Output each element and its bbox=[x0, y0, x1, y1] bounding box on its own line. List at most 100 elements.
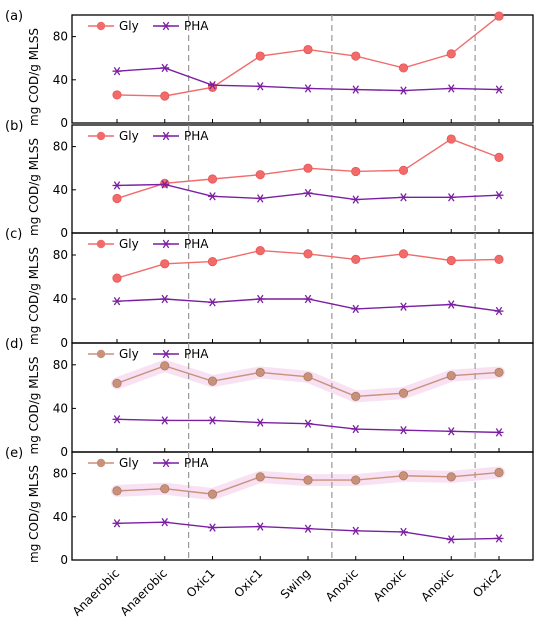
y-tick-label: 80 bbox=[53, 30, 68, 44]
asterisk-stroke bbox=[304, 188, 312, 198]
data-point-pha bbox=[303, 419, 313, 428]
asterisk-stroke bbox=[352, 85, 359, 94]
asterisk-stroke bbox=[400, 86, 407, 95]
asterisk-stroke bbox=[209, 416, 216, 425]
data-point-pha bbox=[351, 526, 361, 536]
plot-frame bbox=[71, 124, 534, 234]
asterisk-stroke bbox=[161, 518, 168, 527]
data-point-gly bbox=[207, 489, 218, 499]
data-point-pha bbox=[446, 427, 456, 436]
panel-label: (d) bbox=[5, 337, 23, 352]
legend-marker bbox=[96, 131, 106, 141]
data-point-pha bbox=[112, 415, 122, 424]
legend-marker bbox=[96, 349, 106, 359]
data-point-pha bbox=[399, 527, 408, 537]
legend-marker bbox=[162, 458, 170, 468]
asterisk-stroke bbox=[400, 426, 407, 435]
x-tick-label: Anoxic bbox=[371, 566, 409, 604]
data-point-pha bbox=[399, 426, 408, 435]
data-point-gly bbox=[446, 255, 456, 266]
asterisk-stroke bbox=[352, 526, 359, 536]
data-point-pha bbox=[208, 81, 217, 90]
data-point-gly bbox=[351, 166, 361, 177]
panel: 0 40 80 (e) mg COD/g MLSS Gly PHA bbox=[5, 446, 534, 567]
asterisk-stroke bbox=[161, 416, 168, 425]
y-tick-label: 40 bbox=[53, 183, 68, 197]
y-tick-label: 40 bbox=[53, 73, 68, 87]
legend-entry: Gly bbox=[119, 347, 139, 361]
y-tick-label: 40 bbox=[53, 401, 68, 415]
data-point-pha bbox=[494, 85, 504, 94]
asterisk-stroke bbox=[495, 306, 503, 316]
legend-entry: PHA bbox=[184, 129, 209, 143]
y-tick-label: 0 bbox=[60, 336, 68, 350]
data-point-pha bbox=[112, 181, 122, 190]
asterisk-stroke bbox=[113, 181, 121, 190]
data-point-pha bbox=[160, 416, 170, 425]
data-point-pha bbox=[255, 418, 265, 427]
plot-frame bbox=[71, 451, 534, 561]
data-point-gly bbox=[494, 152, 504, 162]
data-point-gly bbox=[303, 372, 313, 382]
legend-entry: Gly bbox=[119, 129, 139, 143]
panel-label: (c) bbox=[5, 227, 22, 242]
y-axis-label: mg COD/g MLSS bbox=[27, 357, 41, 455]
legend-entry: Gly bbox=[119, 19, 139, 33]
asterisk-stroke bbox=[400, 302, 407, 311]
asterisk-stroke bbox=[209, 192, 216, 201]
data-point-gly bbox=[494, 367, 504, 378]
asterisk-stroke bbox=[113, 66, 121, 76]
y-tick-label: 0 bbox=[60, 553, 68, 567]
data-point-gly bbox=[398, 249, 409, 259]
asterisk-stroke bbox=[113, 297, 121, 306]
data-point-pha bbox=[351, 85, 361, 94]
data-point-pha bbox=[112, 519, 122, 528]
legend-entry: Gly bbox=[119, 237, 139, 251]
data-point-gly bbox=[207, 174, 218, 184]
data-point-gly bbox=[112, 486, 122, 496]
data-point-gly bbox=[494, 11, 504, 21]
data-point-pha bbox=[399, 302, 408, 311]
legend-marker bbox=[96, 21, 106, 31]
asterisk-stroke bbox=[209, 298, 216, 307]
legend-marker bbox=[96, 458, 106, 468]
data-point-pha bbox=[446, 193, 456, 202]
data-point-pha bbox=[208, 298, 217, 307]
data-point-gly bbox=[398, 63, 409, 73]
asterisk-stroke bbox=[304, 84, 312, 93]
data-point-gly bbox=[112, 90, 122, 100]
legend-entry: Gly bbox=[119, 456, 139, 470]
x-tick-label: Anoxic bbox=[323, 566, 361, 604]
x-tick-label: Oxic2 bbox=[470, 566, 504, 600]
data-point-gly bbox=[255, 51, 265, 61]
data-point-gly bbox=[112, 193, 122, 204]
data-point-gly bbox=[351, 51, 361, 61]
data-point-pha bbox=[494, 534, 504, 543]
asterisk-stroke bbox=[257, 418, 264, 427]
data-point-gly bbox=[351, 254, 361, 264]
data-point-gly bbox=[446, 371, 456, 381]
data-point-pha bbox=[160, 180, 170, 189]
x-tick-label: Anoxic bbox=[418, 566, 456, 604]
asterisk-stroke bbox=[304, 419, 312, 428]
data-point-pha bbox=[303, 294, 313, 304]
asterisk-stroke bbox=[352, 304, 359, 314]
data-point-gly bbox=[112, 378, 122, 388]
y-tick-label: 40 bbox=[53, 292, 68, 306]
data-point-gly bbox=[398, 165, 409, 175]
asterisk-stroke bbox=[495, 428, 503, 437]
asterisk-stroke bbox=[352, 424, 359, 434]
asterisk-stroke bbox=[495, 191, 503, 200]
legend: Gly PHA bbox=[88, 347, 209, 361]
y-tick-label: 40 bbox=[53, 510, 68, 524]
data-point-pha bbox=[494, 306, 504, 316]
data-point-pha bbox=[208, 192, 217, 201]
data-point-pha bbox=[446, 535, 456, 544]
data-point-pha bbox=[303, 188, 313, 198]
data-point-gly bbox=[207, 256, 218, 267]
plot-frame bbox=[71, 14, 534, 124]
data-point-gly bbox=[446, 49, 456, 59]
panel: 0 40 80 (c) mg COD/g MLSS Gly PHA bbox=[5, 227, 534, 350]
asterisk-stroke bbox=[495, 534, 503, 543]
x-tick-label: Oxic1 bbox=[184, 566, 218, 600]
